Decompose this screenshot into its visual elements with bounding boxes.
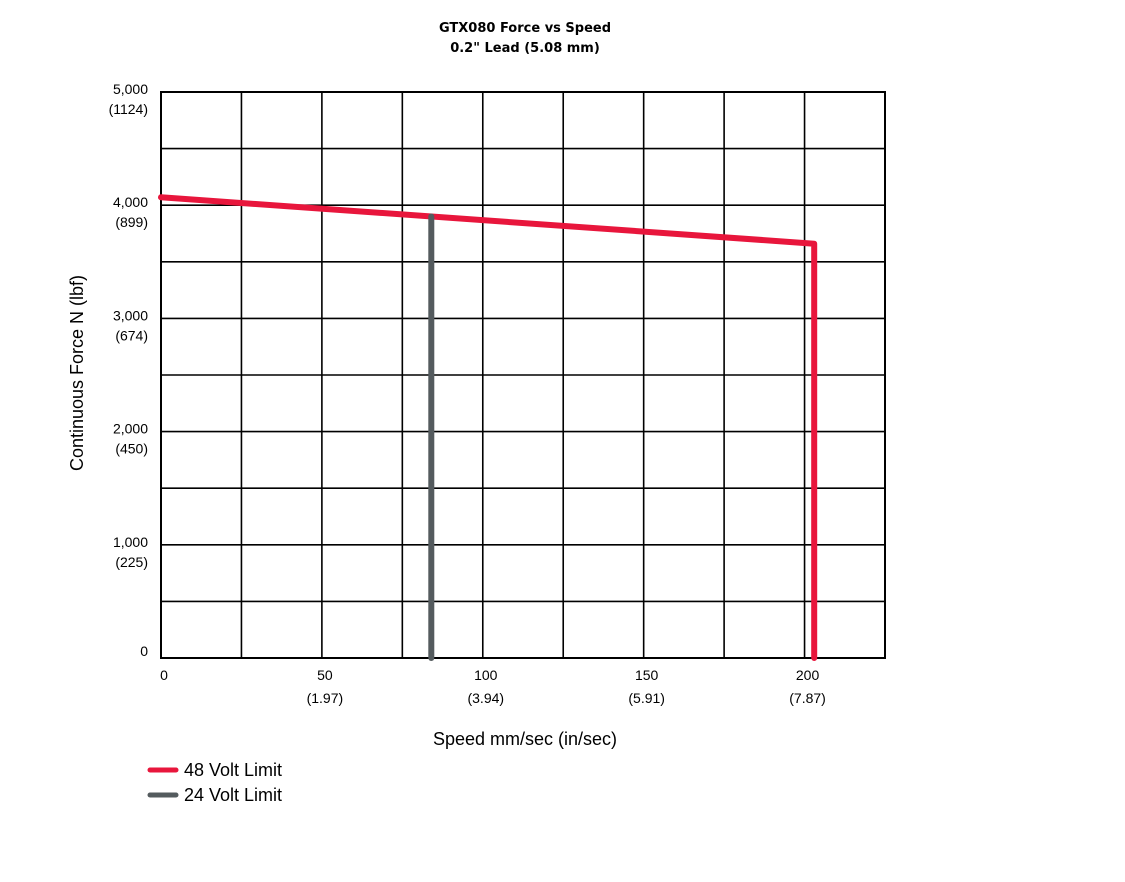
chart-title: GTX080 Force vs Speed [439,21,611,36]
y-tick-sublabel: (225) [115,554,148,570]
x-tick-labels: 0 50 (1.97) 100 (3.94) 150 (5.91) 200 (7.87) [160,667,826,706]
legend: 48 Volt Limit 24 Volt Limit [147,760,282,805]
chart-subtitle: 0.2" Lead (5.08 mm) [450,41,600,56]
y-tick-sublabel: (1124) [109,101,148,117]
x-tick-label: 200 [796,667,820,683]
y-tick-label: 4,000 [113,194,148,210]
y-tick-label: 0 [140,643,148,659]
y-tick-sublabel: (674) [115,327,148,343]
x-tick-label: 50 [317,667,333,683]
legend-label: 24 Volt Limit [184,785,282,805]
x-tick-label: 0 [160,667,168,683]
y-tick-label: 2,000 [113,421,148,437]
x-tick-label: 100 [474,667,498,683]
y-tick-sublabel: (450) [115,441,148,457]
y-tick-label: 1,000 [113,534,148,550]
legend-label: 48 Volt Limit [184,760,282,780]
y-tick-label: 5,000 [113,81,148,97]
x-axis-label: Speed mm/sec (in/sec) [433,729,617,749]
grid [161,92,885,658]
x-tick-sublabel: (5.91) [628,690,665,706]
series-line-48-volt-limit [158,194,818,661]
x-tick-sublabel: (3.94) [467,690,504,706]
x-tick-sublabel: (7.87) [789,690,826,706]
plot-frame [160,91,886,659]
y-tick-label: 3,000 [113,307,148,323]
y-axis-label: Continuous Force N (lbf) [67,275,87,471]
x-tick-sublabel: (1.97) [307,690,344,706]
x-tick-label: 150 [635,667,659,683]
y-tick-labels: 0 1,000 (225) 2,000 (450) 3,000 (674) 4,000 (899… [109,81,149,659]
y-tick-sublabel: (899) [115,214,148,230]
series-lines [158,194,818,661]
